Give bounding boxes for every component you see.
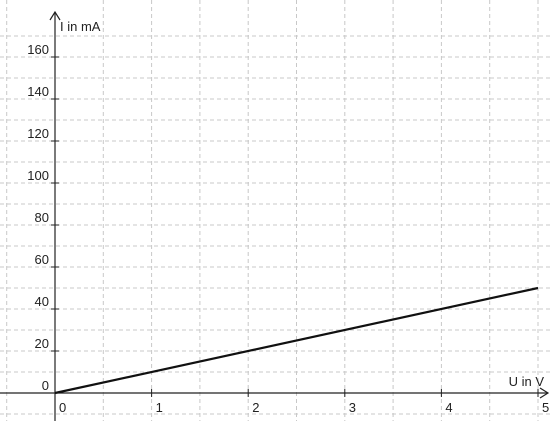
y-tick-label: 140 xyxy=(27,84,49,99)
y-tick-label: 80 xyxy=(35,210,49,225)
y-tick-label: 100 xyxy=(27,168,49,183)
y-tick-label: 40 xyxy=(35,294,49,309)
y-axis-arrow xyxy=(49,10,61,21)
x-tick-label: 2 xyxy=(252,400,259,415)
x-axis-arrow xyxy=(539,387,550,399)
y-tick-label: 0 xyxy=(42,378,49,393)
y-tick-label: 120 xyxy=(27,126,49,141)
axes xyxy=(0,10,550,421)
series-layer xyxy=(54,286,539,395)
y-tick-label: 20 xyxy=(35,336,49,351)
y-tick-label: 160 xyxy=(27,42,49,57)
x-axis-label: U in V xyxy=(509,374,545,389)
tick-labels: 0 1 2 3 4 5 0 20 40 60 80 100 120 140 160 xyxy=(27,42,549,415)
x-tick-label: 4 xyxy=(445,400,452,415)
x-tick-label: 1 xyxy=(156,400,163,415)
series-line xyxy=(54,286,539,395)
y-tick-label: 60 xyxy=(35,252,49,267)
x-tick-label: 3 xyxy=(349,400,356,415)
x-tick-label: 0 xyxy=(59,400,66,415)
y-axis-label: I in mA xyxy=(60,19,101,34)
x-tick-label: 5 xyxy=(542,400,549,415)
